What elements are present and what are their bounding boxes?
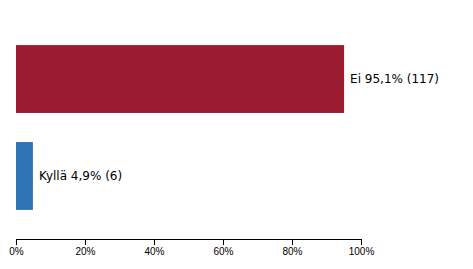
bar — [16, 45, 344, 113]
x-tick: 0% — [9, 239, 24, 257]
x-tick: 100% — [349, 239, 375, 257]
data-labels: Ei 95,1% (117) Kyllä 4,9% (6) — [39, 72, 439, 183]
x-tick-label: 60% — [213, 246, 233, 257]
x-tick-label: 20% — [75, 246, 95, 257]
x-tick-mark — [361, 239, 362, 245]
plot-area: 0% 20% 40% 60% 80% 100% Ei 95,1% (117) Kyllä 4,… — [9, 45, 439, 257]
data-label: Ei 95,1% (117) — [350, 72, 439, 86]
x-tick-label: 80% — [282, 246, 302, 257]
x-tick-mark — [16, 239, 17, 245]
bars — [16, 45, 344, 210]
x-axis-line — [17, 240, 362, 246]
x-tick-label: 0% — [9, 246, 24, 257]
x-axis: 0% 20% 40% 60% 80% 100% — [9, 239, 374, 257]
x-tick-mark — [85, 239, 86, 245]
chart-svg: 0% 20% 40% 60% 80% 100% Ei 95,1% (117) Kyllä 4,… — [0, 0, 473, 269]
bar — [16, 142, 33, 210]
x-tick-mark — [223, 239, 224, 245]
chart-container: 0% 20% 40% 60% 80% 100% Ei 95,1% (117) Kyllä 4,… — [0, 0, 473, 269]
data-label: Kyllä 4,9% (6) — [39, 169, 122, 183]
x-tick: 80% — [282, 239, 302, 257]
x-tick-mark — [292, 239, 293, 245]
x-tick-label: 40% — [144, 246, 164, 257]
x-tick: 40% — [144, 239, 164, 257]
x-tick: 20% — [75, 239, 95, 257]
x-tick-label: 100% — [349, 246, 375, 257]
x-tick-mark — [154, 239, 155, 245]
x-tick: 60% — [213, 239, 233, 257]
